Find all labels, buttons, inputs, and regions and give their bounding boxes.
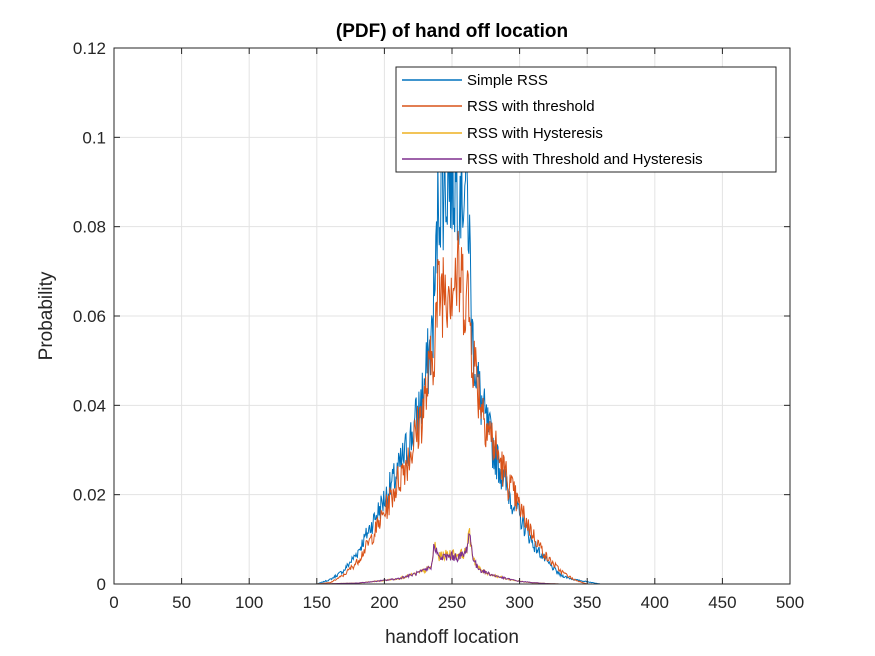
y-tick-label: 0.12 [73, 39, 106, 58]
y-tick-label: 0.08 [73, 218, 106, 237]
y-tick-label: 0.04 [73, 396, 106, 415]
legend-entry-rss-with-hysteresis: RSS with Hysteresis [402, 125, 603, 142]
chart-title: (PDF) of hand off location [336, 21, 568, 42]
x-tick-label: 250 [438, 593, 466, 612]
legend: Simple RSS RSS with threshold RSS with H… [395, 66, 777, 173]
ticks [113, 47, 791, 585]
legend-label-rss-with-threshold: RSS with threshold [467, 98, 595, 115]
y-tick-label: 0.1 [82, 128, 106, 147]
x-tick-label: 150 [303, 593, 331, 612]
x-tick-label: 500 [776, 593, 804, 612]
x-tick-label: 300 [505, 593, 533, 612]
x-tick-label: 350 [573, 593, 601, 612]
legend-box [395, 66, 777, 173]
x-axis-label: handoff location [385, 627, 519, 648]
y-tick-label: 0.06 [73, 307, 106, 326]
x-tick-label: 0 [109, 593, 118, 612]
legend-entry-rss-with-threshold: RSS with threshold [402, 98, 595, 115]
x-tick-label: 50 [172, 593, 191, 612]
legend-label-simple-rss: Simple RSS [467, 72, 548, 89]
x-tick-label: 200 [370, 593, 398, 612]
tick-labels: 0 50 100 150 200 250 300 350 400 450 500 0 0.02 0.04 0… [73, 39, 804, 612]
legend-entry-rss-with-threshold-and-hysteresis: RSS with Threshold and Hysteresis [402, 151, 703, 168]
y-tick-label: 0.02 [73, 486, 106, 505]
x-tick-label: 400 [641, 593, 669, 612]
legend-label-rss-with-hysteresis: RSS with Hysteresis [467, 125, 603, 142]
x-tick-label: 100 [235, 593, 263, 612]
y-axis-label: Probability [36, 271, 57, 360]
x-tick-label: 450 [708, 593, 736, 612]
y-tick-label: 0 [97, 575, 106, 594]
legend-entry-simple-rss: Simple RSS [402, 72, 548, 89]
legend-label-rss-with-threshold-and-hysteresis: RSS with Threshold and Hysteresis [467, 151, 703, 168]
